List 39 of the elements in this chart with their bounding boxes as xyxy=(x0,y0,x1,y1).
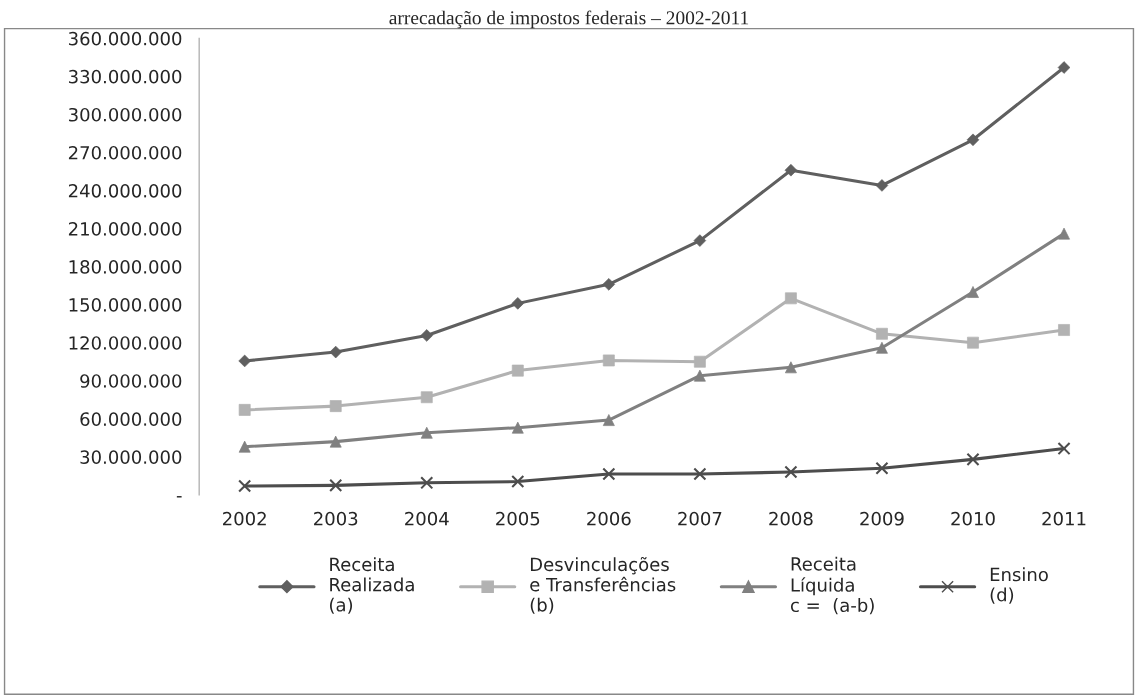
x-tick-label: 2007 xyxy=(678,511,722,526)
point xyxy=(420,476,434,490)
point xyxy=(784,465,798,479)
point xyxy=(238,479,252,493)
x-tick-label: 2006 xyxy=(587,511,631,526)
point xyxy=(1057,441,1071,456)
y-tick-label: 60.000.000 xyxy=(80,412,182,426)
point xyxy=(966,452,980,466)
y-tick-label: 120.000.000 xyxy=(69,336,182,350)
y-tick-label: - xyxy=(176,496,182,498)
legend-label: Ensino (d) xyxy=(990,567,1048,604)
x-tick-label: 2005 xyxy=(496,511,540,526)
y-tick-label: 270.000.000 xyxy=(68,145,182,160)
x-tick-label: 2008 xyxy=(769,511,813,526)
point xyxy=(329,478,343,492)
point xyxy=(875,461,889,475)
x-tick-label: 2011 xyxy=(1042,511,1086,526)
point xyxy=(602,467,616,481)
y-tick-label: 210.000.000 xyxy=(68,222,182,236)
x-tick-label: 2009 xyxy=(860,511,904,526)
point xyxy=(876,327,888,340)
y-tick-label: 150.000.000 xyxy=(69,298,182,312)
y-tick-label: 360.000.000 xyxy=(68,31,182,46)
x-tick-label: 2010 xyxy=(951,511,995,526)
y-tick-label: 90.000.000 xyxy=(80,374,182,388)
y-tick-label: 30.000.000 xyxy=(80,450,182,464)
legend-label: Receita Realizada (a) xyxy=(330,557,414,614)
y-tick-label: 180.000.000 xyxy=(69,260,182,274)
y-tick-label: 300.000.000 xyxy=(68,107,182,122)
x-tick-label: 2003 xyxy=(314,511,358,526)
x-tick-label: 2002 xyxy=(223,511,266,526)
x-tick-label: 2004 xyxy=(405,511,449,526)
chart-title: arrecadação de impostos federais – 2002-2011 xyxy=(389,10,749,29)
y-tick-label: 240.000.000 xyxy=(68,183,182,198)
y-tick-label: 330.000.000 xyxy=(68,69,182,84)
point xyxy=(511,474,525,489)
legend-label: Receita Líquida c = (a-b) xyxy=(790,556,874,615)
point xyxy=(693,467,707,481)
legend-label: Desvinculações e Transferências (b) xyxy=(530,556,676,614)
